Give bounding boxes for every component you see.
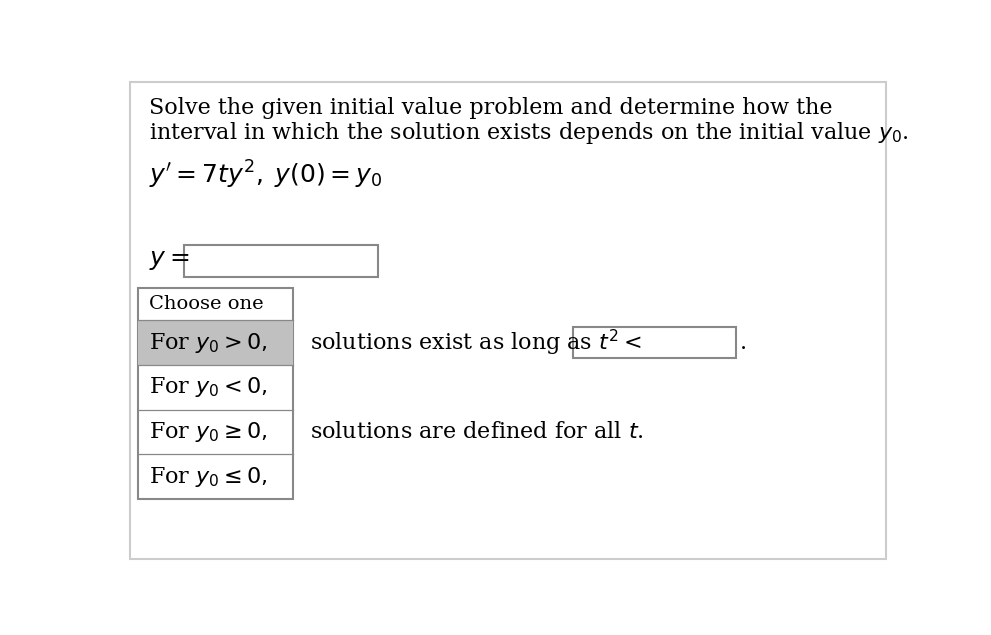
FancyBboxPatch shape [130,83,886,559]
Text: Choose one: Choose one [149,295,264,313]
FancyBboxPatch shape [184,245,379,277]
Text: solutions exist as long as $t^2 <$: solutions exist as long as $t^2 <$ [310,328,641,358]
FancyBboxPatch shape [138,288,292,499]
Text: For $y_0 \leq 0,$: For $y_0 \leq 0,$ [149,465,268,488]
Text: .: . [740,331,747,354]
Text: $y = $: $y = $ [149,250,189,272]
Text: solutions are defined for all $t$.: solutions are defined for all $t$. [310,421,644,443]
Text: For $y_0 > 0,$: For $y_0 > 0,$ [149,331,268,354]
FancyBboxPatch shape [574,327,736,358]
Text: Solve the given initial value problem and determine how the: Solve the given initial value problem an… [149,97,832,119]
Text: $y' = 7ty^2, \; y(0) = y_0$: $y' = 7ty^2, \; y(0) = y_0$ [149,159,383,190]
Text: For $y_0 < 0,$: For $y_0 < 0,$ [149,375,268,399]
Text: interval in which the solution exists depends on the initial value $y_0$.: interval in which the solution exists de… [149,120,909,146]
FancyBboxPatch shape [138,320,292,365]
Text: For $y_0 \geq 0,$: For $y_0 \geq 0,$ [149,420,268,444]
